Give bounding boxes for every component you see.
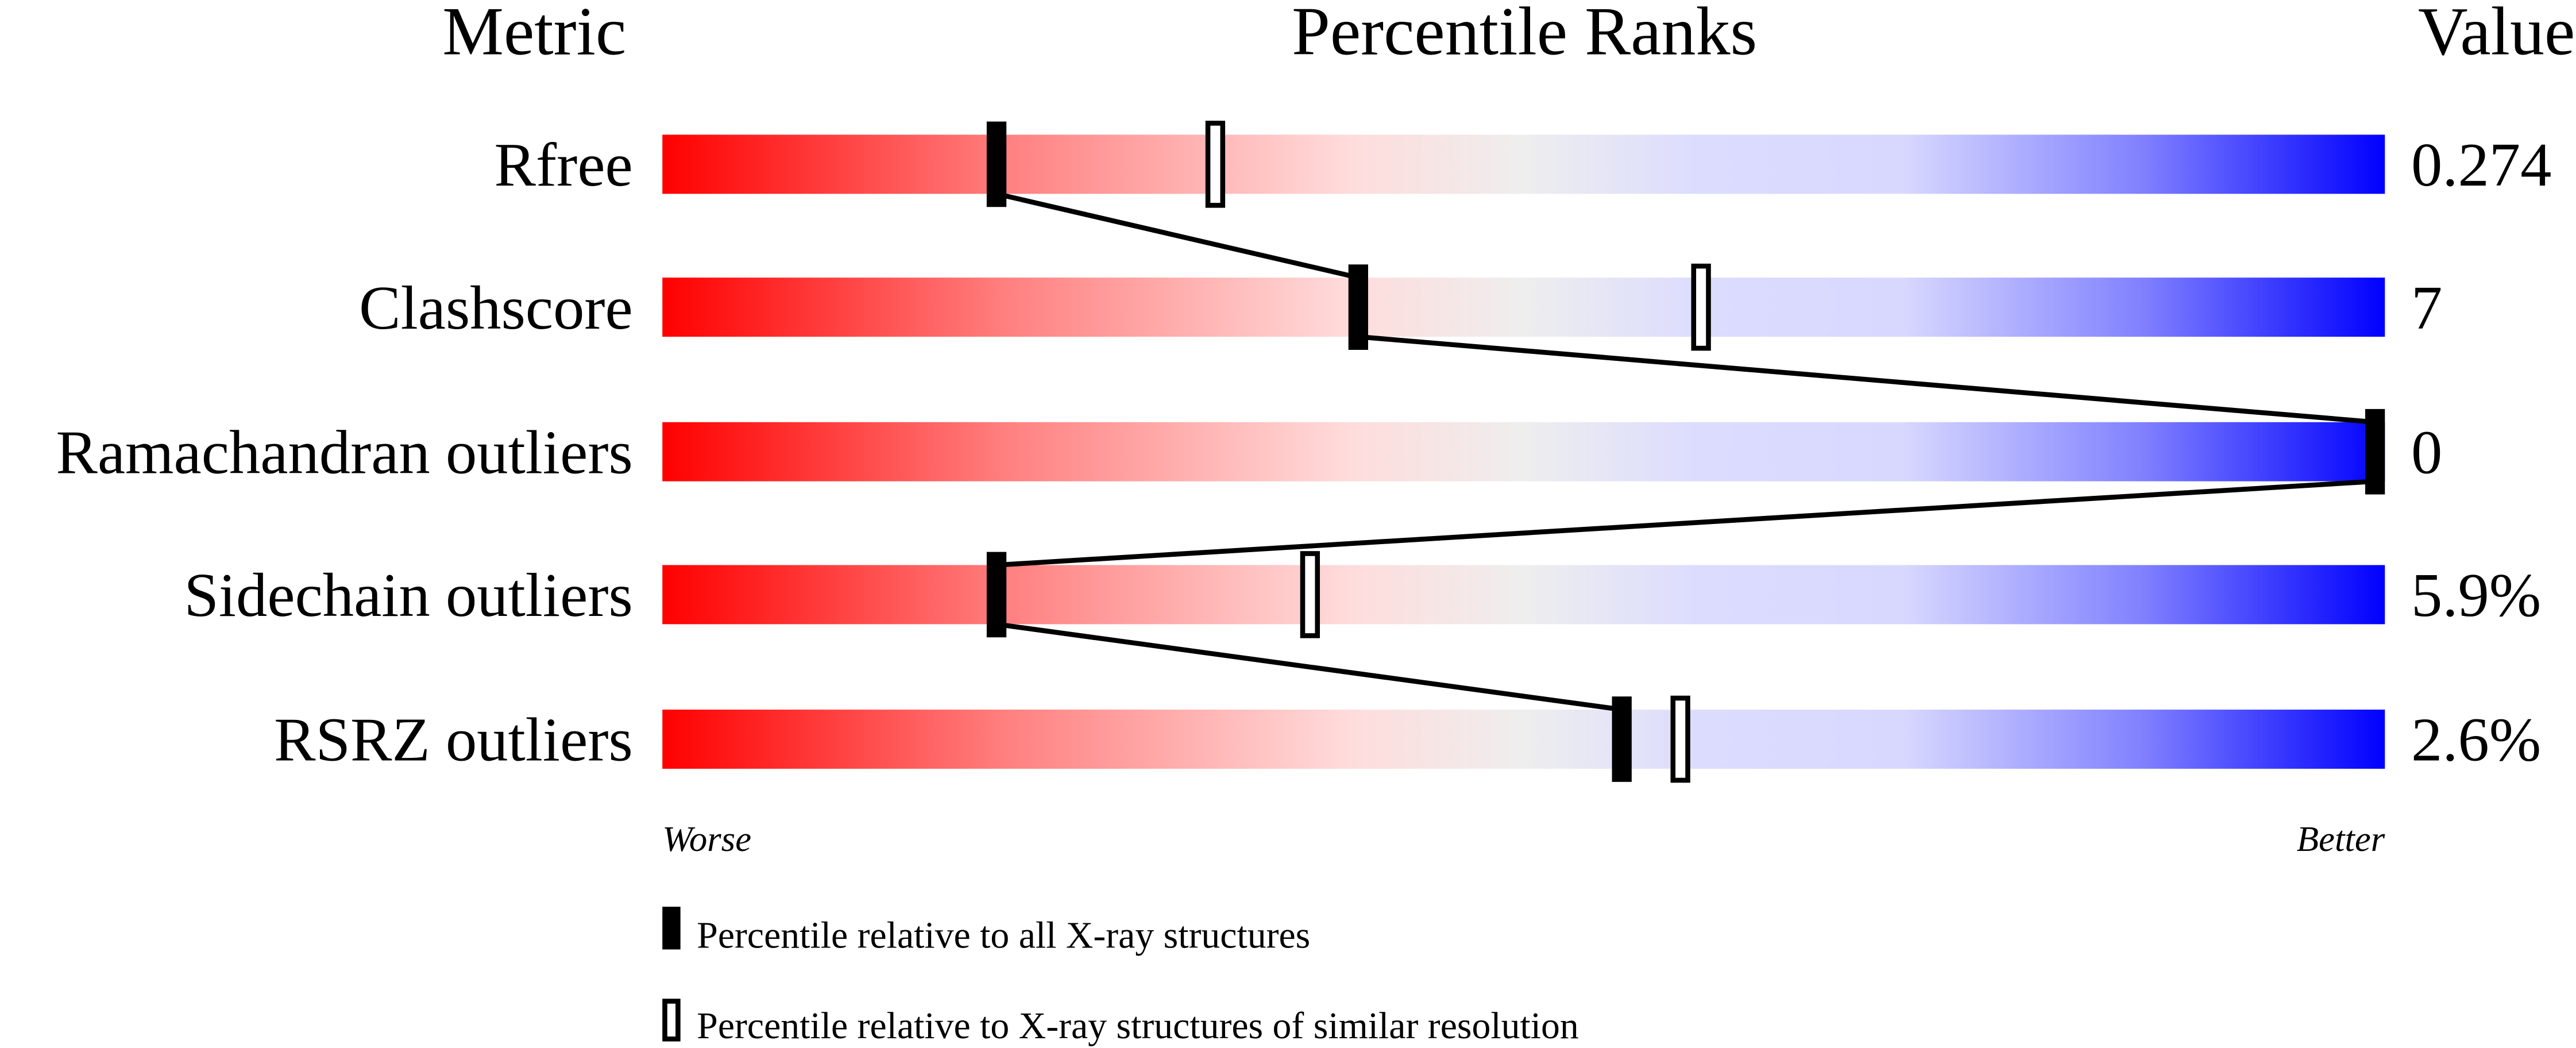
header-value: Value bbox=[2418, 0, 2575, 69]
metric-value: 7 bbox=[2411, 273, 2442, 342]
axis-label-worse: Worse bbox=[662, 819, 751, 859]
marker-all-structures bbox=[986, 121, 1007, 207]
connector-line bbox=[996, 622, 1623, 712]
metric-label: Sidechain outliers bbox=[184, 561, 632, 630]
metric-label: RSRZ outliers bbox=[274, 706, 633, 775]
legend-open-marker-box bbox=[662, 999, 681, 1042]
percentile-bar bbox=[662, 710, 2385, 769]
metric-label: Rfree bbox=[495, 130, 633, 199]
metric-label: Ramachandran outliers bbox=[56, 418, 632, 487]
legend-filled-marker bbox=[662, 907, 681, 950]
percentile-bar bbox=[662, 278, 2385, 337]
legend-filled-label: Percentile relative to all X-ray structu… bbox=[697, 915, 1310, 957]
percentile-bar bbox=[662, 134, 2385, 194]
connector-line bbox=[996, 479, 2376, 568]
metric-label: Clashscore bbox=[359, 273, 633, 342]
marker-similar-resolution bbox=[1205, 121, 1226, 208]
connector-line bbox=[1358, 334, 2376, 425]
percentile-bar bbox=[662, 565, 2385, 625]
metric-value: 5.9% bbox=[2411, 561, 2541, 630]
percentile-bar bbox=[662, 422, 2385, 481]
marker-all-structures bbox=[986, 552, 1007, 638]
marker-all-structures bbox=[1348, 264, 1369, 350]
marker-similar-resolution bbox=[1670, 695, 1690, 783]
metric-value: 2.6% bbox=[2411, 706, 2541, 775]
header-percentile-ranks: Percentile Ranks bbox=[1292, 0, 1757, 69]
legend-open-label: Percentile relative to X-ray structures … bbox=[697, 1005, 1578, 1047]
marker-all-structures bbox=[2365, 409, 2385, 495]
marker-similar-resolution bbox=[1691, 263, 1711, 351]
metric-value: 0.274 bbox=[2411, 130, 2551, 199]
axis-label-better: Better bbox=[2297, 819, 2385, 859]
connector-line bbox=[996, 191, 1359, 280]
marker-similar-resolution bbox=[1300, 551, 1320, 638]
marker-all-structures bbox=[1612, 696, 1632, 782]
metric-value: 0 bbox=[2411, 418, 2442, 487]
header-metric: Metric bbox=[442, 0, 626, 69]
